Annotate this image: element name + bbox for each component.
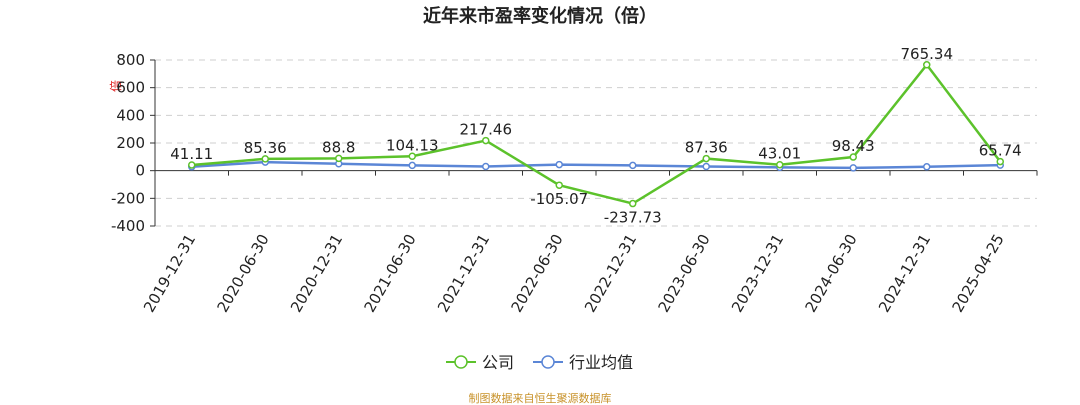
- data-label: 65.74: [979, 142, 1022, 160]
- series-point: [629, 161, 637, 170]
- data-label: 98.43: [832, 137, 875, 155]
- series-point: [996, 157, 1004, 166]
- grid-layer: [155, 59, 1037, 227]
- x-tick-label: 2021-06-30: [361, 231, 420, 316]
- series-point: [923, 61, 931, 69]
- x-tick-label: 2020-06-30: [214, 231, 273, 316]
- x-tick-label: 2025-04-25: [949, 231, 1008, 316]
- series-point: [555, 160, 563, 169]
- series-point: [923, 163, 931, 171]
- source-footer: 制图数据来自恒生聚源数据库: [469, 391, 612, 405]
- series-layer: [188, 61, 1004, 208]
- y-tick-label: -400: [111, 217, 145, 235]
- x-tick-label: 2022-12-31: [581, 231, 640, 316]
- data-label: -105.07: [530, 190, 588, 208]
- y-tick-label: -200: [111, 189, 145, 207]
- y-tick-label: 200: [116, 134, 145, 152]
- data-label: 43.01: [758, 145, 801, 163]
- series-point: [702, 154, 710, 163]
- x-tick-label: 2023-06-30: [655, 231, 714, 316]
- data-label: 104.13: [386, 136, 439, 154]
- series-point: [849, 164, 857, 172]
- data-label: 87.36: [685, 139, 728, 157]
- x-tick-label: 2023-12-31: [728, 231, 787, 316]
- data-label: 88.8: [322, 138, 355, 156]
- x-tick-label: 2022-06-30: [508, 231, 567, 316]
- x-tick-label: 2024-12-31: [875, 231, 934, 316]
- legend-entry: 行业均值: [569, 353, 633, 372]
- series-point: [629, 199, 637, 208]
- series-line-0: [191, 62, 1002, 205]
- y-tick-label: 400: [116, 106, 145, 124]
- series-point: [482, 136, 490, 145]
- data-label-layer: 41.11 85.36 88.8 104.13 217.46 -105.07 -237.73…: [170, 45, 1021, 227]
- y-tick-label: 600: [116, 79, 145, 97]
- x-tick-label: 2020-12-31: [287, 231, 346, 316]
- x-tick-label: 2021-12-31: [434, 231, 493, 316]
- series-point: [188, 161, 196, 169]
- series-point: [408, 152, 416, 161]
- x-tick-label: 2024-06-30: [802, 231, 861, 316]
- series-point: [335, 154, 343, 163]
- data-label: -237.73: [604, 209, 662, 227]
- y-tick-label: 0: [135, 162, 145, 180]
- series-point: [482, 162, 490, 171]
- x-tick-label: 2019-12-31: [140, 231, 199, 316]
- legend-swatch-marker: [541, 355, 555, 369]
- data-label: 217.46: [460, 121, 513, 139]
- data-label: 765.34: [901, 45, 954, 63]
- series-line-1: [191, 160, 1001, 170]
- legend-entry: 公司: [482, 353, 514, 372]
- series-point: [849, 153, 857, 161]
- series-point: [555, 181, 563, 189]
- series-point: [261, 155, 269, 163]
- y-tick-label: 800: [116, 51, 145, 69]
- series-point: [776, 160, 784, 169]
- legend: 公司 行业均值: [446, 353, 633, 372]
- y-axis-unit: 倍: [108, 80, 123, 92]
- series-point: [408, 161, 416, 170]
- chart-title: 近年来市盈率变化情况（倍）: [423, 5, 657, 27]
- series-point: [702, 162, 710, 171]
- data-label: 41.11: [170, 145, 213, 163]
- data-label: 85.36: [244, 139, 287, 157]
- legend-swatch-marker: [454, 355, 468, 369]
